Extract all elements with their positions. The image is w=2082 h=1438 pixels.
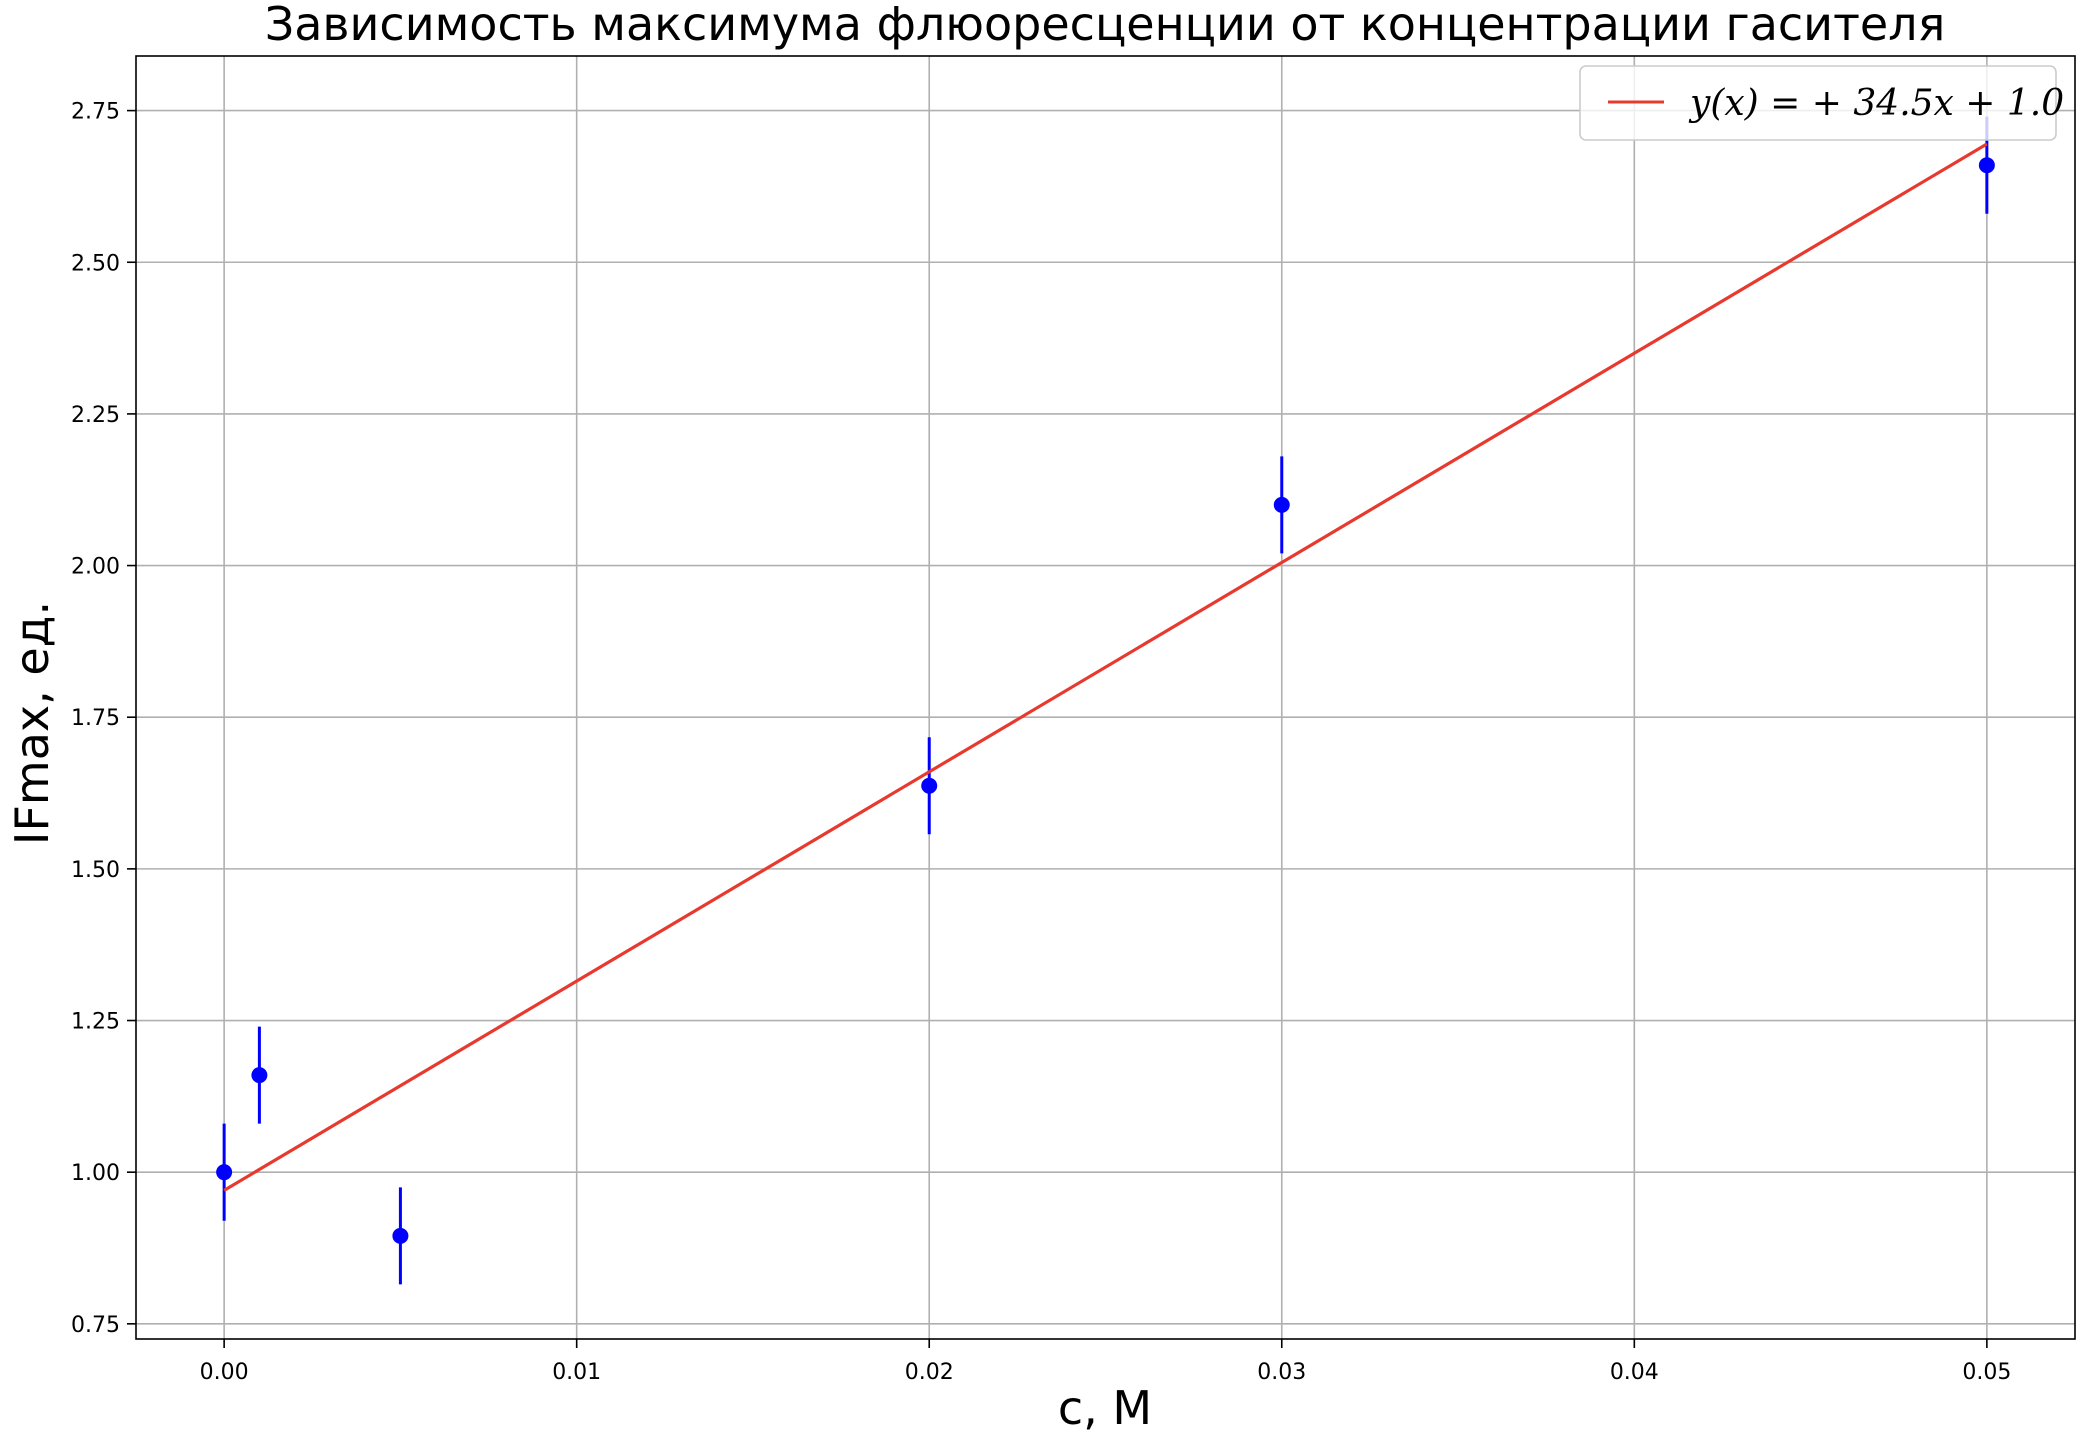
data-point [1978, 157, 1995, 174]
x-tick-label: 0.02 [905, 1360, 954, 1385]
data-point [1273, 496, 1290, 513]
data-point [392, 1227, 409, 1244]
data-point [251, 1067, 268, 1084]
legend-box [1579, 65, 2057, 141]
data-point [921, 777, 938, 794]
x-axis-label: c, М [1058, 1381, 1152, 1435]
y-tick-label: 1.50 [71, 858, 120, 883]
y-tick-label: 1.25 [71, 1010, 120, 1035]
legend-label: y(x) = + 34.5x + 1.0 [1688, 83, 2064, 124]
x-tick-label: 0.00 [200, 1360, 249, 1385]
chart-title: Зависимость максимума флюоресценции от к… [265, 0, 1946, 51]
grid [136, 56, 2075, 1339]
y-tick-label: 2.50 [71, 251, 120, 276]
y-tick-label: 0.75 [71, 1313, 120, 1338]
plot-data [216, 116, 1995, 1285]
data-point [216, 1164, 233, 1181]
ticks: 0.00 0.01 0.02 0.03 0.04 0.05 0.75 1.00 1.25 1.50… [71, 100, 2011, 1385]
x-tick-label: 0.04 [1610, 1360, 1659, 1385]
axes-frame [135, 55, 2076, 1340]
x-tick-label: 0.01 [552, 1360, 601, 1385]
fit-line [223, 142, 1988, 1192]
y-tick-label: 1.75 [71, 706, 120, 731]
y-tick-label: 1.00 [71, 1161, 120, 1186]
legend: y(x) = + 34.5x + 1.0 [1579, 65, 2064, 141]
y-tick-label: 2.00 [71, 555, 120, 580]
x-tick-label: 0.03 [1257, 1360, 1306, 1385]
y-tick-label: 2.75 [71, 100, 120, 125]
y-axis-label: IFmax, ед. [5, 601, 59, 845]
x-tick-label: 0.05 [1962, 1360, 2011, 1385]
y-tick-label: 2.25 [71, 403, 120, 428]
